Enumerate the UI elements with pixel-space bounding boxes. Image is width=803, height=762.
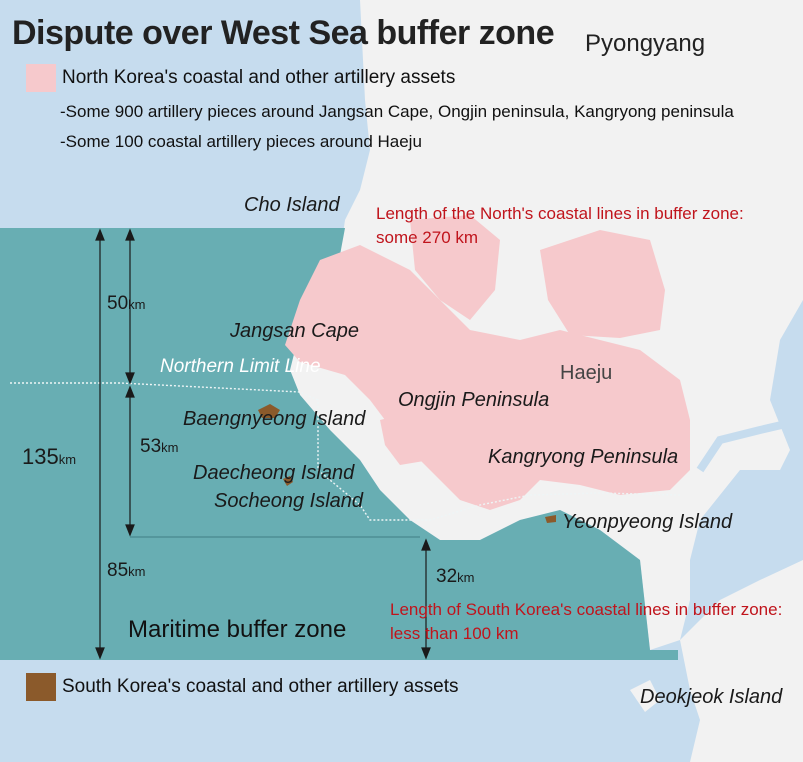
distance-east-unit: km	[457, 570, 475, 585]
north-coast-line-1: Length of the North's coastal lines in b…	[376, 204, 744, 223]
distance-north-unit: km	[128, 297, 146, 312]
north-coast-annotation: Length of the North's coastal lines in b…	[376, 202, 744, 250]
south-artillery-yeonpyeong	[545, 515, 556, 523]
south-artillery-daecheong	[283, 476, 293, 486]
buffer-zone	[0, 228, 678, 660]
south-coast-annotation: Length of South Korea's coastal lines in…	[390, 598, 782, 646]
distance-north-value: 50	[107, 293, 129, 314]
north-artillery-north	[410, 215, 500, 320]
distance-south-unit: km	[128, 564, 146, 579]
island-deokjeok	[630, 680, 660, 712]
distance-east-value: 32	[436, 566, 458, 587]
city-label-pyongyang: Pyongyang	[585, 30, 706, 57]
land-southeast	[680, 560, 803, 762]
distance-east: 32km	[436, 566, 474, 588]
place-daecheong: Daecheong Island	[193, 462, 355, 484]
land-north	[290, 0, 803, 650]
north-artillery-islands	[380, 410, 440, 465]
distance-total: 135km	[22, 444, 76, 470]
south-coast-line-2: less than 100 km	[390, 624, 519, 643]
legend-south: South Korea's coastal and other artiller…	[26, 673, 459, 701]
legend-swatch-south	[26, 673, 56, 701]
south-artillery-baengnyeong	[258, 404, 280, 418]
place-ongjin: Ongjin Peninsula	[398, 389, 550, 411]
distance-north: 50km	[107, 293, 145, 315]
place-cho-island: Cho Island	[244, 194, 340, 216]
place-kangryong: Kangryong Peninsula	[488, 446, 679, 468]
place-socheong: Socheong Island	[214, 490, 364, 512]
river	[696, 416, 803, 473]
distance-south: 85km	[107, 560, 145, 582]
place-yeonpyeong: Yeonpyeong Island	[562, 511, 733, 533]
legend-label-south: South Korea's coastal and other artiller…	[62, 676, 459, 697]
north-coast-line-2: some 270 km	[376, 228, 479, 247]
distance-middle: 53km	[140, 436, 178, 458]
distance-south-value: 85	[107, 560, 129, 581]
city-label-haeju: Haeju	[560, 362, 613, 384]
distance-arrows	[95, 228, 431, 660]
distance-total-unit: km	[58, 452, 77, 467]
distance-middle-value: 53	[140, 436, 162, 457]
place-jangsan-cape: Jangsan Cape	[230, 320, 359, 342]
northern-limit-line	[10, 382, 681, 521]
legend-note-1: -Some 900 artillery pieces around Jangsa…	[60, 102, 734, 121]
legend-north: North Korea's coastal and other artiller…	[26, 64, 455, 92]
south-coast-line-1: Length of South Korea's coastal lines in…	[390, 600, 783, 619]
legend-swatch-north	[26, 64, 56, 92]
maritime-buffer-zone-label: Maritime buffer zone	[128, 616, 347, 643]
page-title: Dispute over West Sea buffer zone	[12, 14, 555, 52]
distance-total-value: 135	[22, 444, 59, 469]
legend-label-north: North Korea's coastal and other artiller…	[62, 67, 456, 88]
north-artillery-west	[285, 245, 690, 510]
north-artillery-east	[540, 230, 665, 338]
place-baengnyeong: Baengnyeong Island	[183, 408, 366, 430]
distance-middle-unit: km	[161, 440, 179, 455]
legend-note-2: -Some 100 coastal artillery pieces aroun…	[60, 132, 422, 151]
place-deokjeok: Deokjeok Island	[640, 686, 783, 708]
place-northern-limit-line: Northern Limit Line	[160, 356, 321, 377]
